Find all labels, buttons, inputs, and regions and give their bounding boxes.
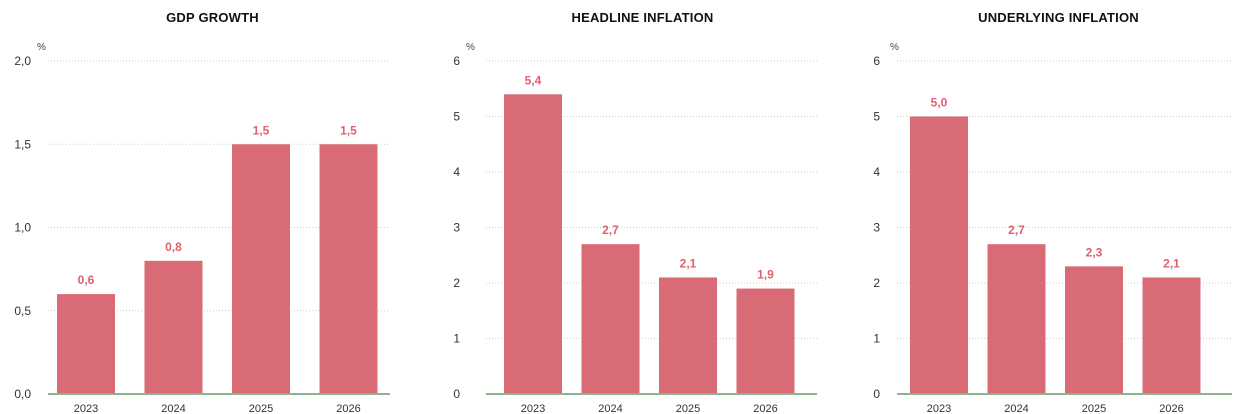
chart-title: HEADLINE INFLATION	[571, 10, 714, 25]
x-tick-label: 2025	[1082, 403, 1106, 414]
y-tick-label: 5	[873, 110, 880, 124]
bar	[581, 244, 640, 394]
y-unit-label: %	[466, 42, 475, 53]
x-tick-label: 2026	[753, 403, 777, 414]
chart-title: UNDERLYING INFLATION	[978, 10, 1139, 25]
chart-svg: 0,0 0,5 1,0 1,5 2,0% 0,6 2023 0,8 2024 1,5 2025 1,5…	[14, 42, 390, 414]
y-tick-label: 0	[873, 387, 880, 401]
x-tick-label: 2024	[161, 403, 185, 414]
y-tick-label: 0	[453, 387, 460, 401]
bar	[144, 260, 203, 394]
data-label: 2,3	[1086, 245, 1103, 259]
chart-title: GDP GROWTH	[166, 10, 259, 25]
y-tick-label: 4	[873, 165, 880, 179]
data-label: 2,7	[602, 223, 619, 237]
y-tick-label: 3	[453, 221, 460, 235]
bar	[1065, 266, 1123, 394]
chart-svg: 0 1 2 3 4 5 6% 5,0 2023 2,7 2024 2,3 2025 2,1 2026	[873, 42, 1232, 414]
y-tick-label: 6	[873, 54, 880, 68]
y-tick-label: 2	[873, 276, 880, 290]
y-unit-label: %	[890, 42, 899, 53]
y-tick-label: 1,0	[14, 221, 31, 235]
x-tick-label: 2023	[927, 403, 951, 414]
bar	[910, 116, 968, 394]
bar	[1142, 277, 1201, 394]
chart-panel-headline-inflation: HEADLINE INFLATION 0 1 2 3 4 5 6% 5,4 2023 2,7 202…	[420, 0, 825, 414]
bar	[57, 294, 115, 394]
x-tick-label: 2024	[1004, 403, 1028, 414]
chart-panel-gdp-growth: GDP GROWTH 0,0 0,5 1,0 1,5 2,0% 0,6 2023 0,8 202…	[0, 0, 395, 414]
data-label: 2,1	[1163, 256, 1180, 270]
y-tick-label: 4	[453, 165, 460, 179]
bar	[987, 244, 1046, 394]
y-tick-label: 1	[453, 332, 460, 346]
x-tick-label: 2025	[249, 403, 273, 414]
y-tick-label: 1,5	[14, 137, 31, 151]
y-tick-label: 1	[873, 332, 880, 346]
chart-panel-underlying-inflation: UNDERLYING INFLATION 0 1 2 3 4 5 6% 5,0 2023 2,7 2…	[840, 0, 1237, 414]
data-label: 5,4	[525, 73, 542, 87]
x-tick-label: 2023	[521, 403, 545, 414]
data-label: 0,6	[78, 273, 95, 287]
y-tick-label: 6	[453, 54, 460, 68]
y-tick-label: 2,0	[14, 54, 31, 68]
data-label: 2,1	[680, 256, 697, 270]
x-tick-label: 2023	[74, 403, 98, 414]
x-tick-label: 2024	[598, 403, 622, 414]
y-tick-label: 5	[453, 110, 460, 124]
bar	[736, 288, 795, 394]
bar	[659, 277, 717, 394]
bar	[232, 144, 290, 394]
data-label: 1,5	[253, 123, 270, 137]
bar	[504, 94, 562, 395]
y-tick-label: 2	[453, 276, 460, 290]
y-unit-label: %	[37, 42, 46, 53]
y-tick-label: 0,0	[14, 387, 31, 401]
x-tick-label: 2026	[336, 403, 360, 414]
data-label: 2,7	[1008, 223, 1025, 237]
x-tick-label: 2026	[1159, 403, 1183, 414]
data-label: 1,5	[340, 123, 357, 137]
y-tick-label: 3	[873, 221, 880, 235]
y-tick-label: 0,5	[14, 304, 31, 318]
data-label: 1,9	[757, 268, 774, 282]
chart-svg: 0 1 2 3 4 5 6% 5,4 2023 2,7 2024 2,1 2025 1,9 2026	[453, 42, 817, 414]
data-label: 0,8	[165, 240, 182, 254]
bar	[319, 144, 378, 394]
data-label: 5,0	[931, 96, 948, 110]
x-tick-label: 2025	[676, 403, 700, 414]
